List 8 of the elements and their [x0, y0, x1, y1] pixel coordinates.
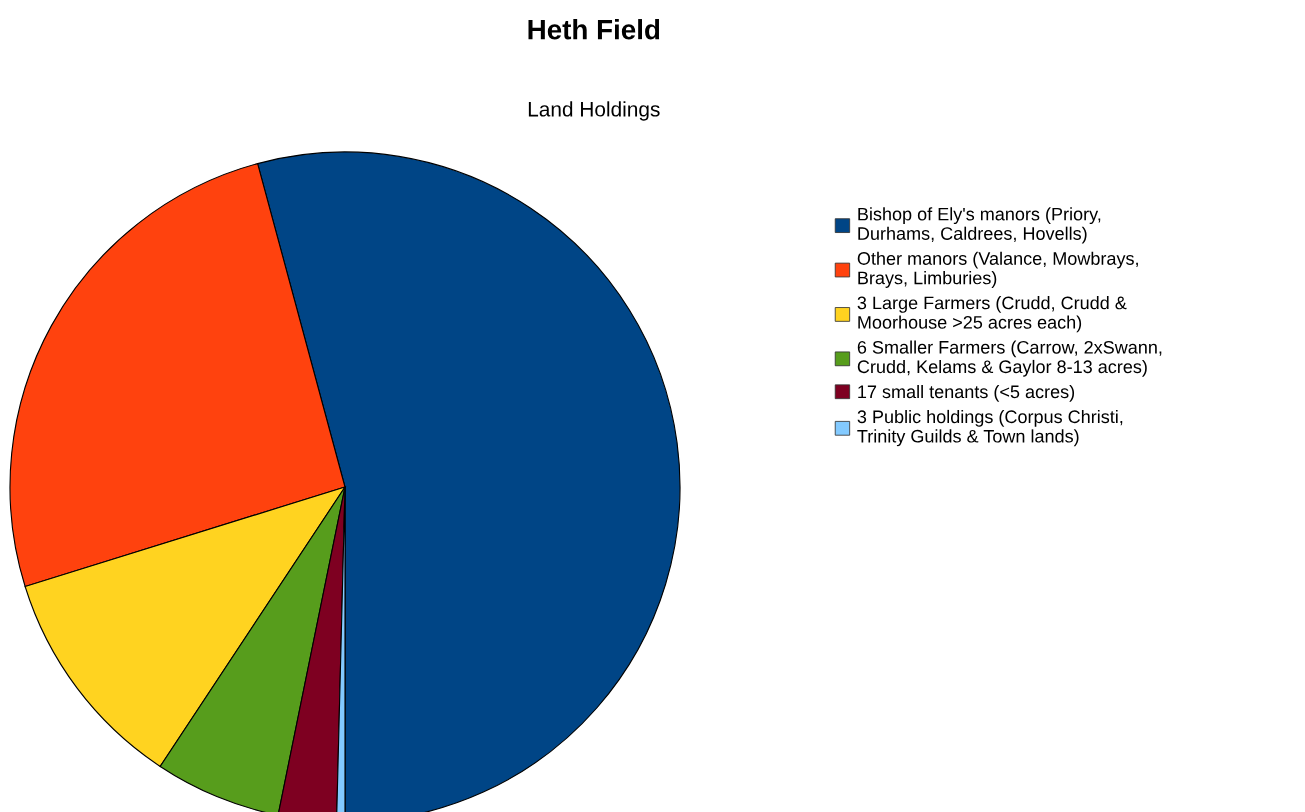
- legend-label: 6 Smaller Farmers (Carrow, 2xSwann, Crudd, Kelams & Gaylor 8-13 acres): [857, 340, 1162, 377]
- legend-label: Other manors (Valance, Mowbrays, Brays, Limburies): [857, 251, 1138, 288]
- chart-subtitle: Land Holdings: [528, 101, 660, 121]
- legend-label: Bishop of Ely's manors (Priory, Durhams, Caldrees, Hovells): [858, 207, 1101, 244]
- legend-label: 3 Large Farmers (Crudd, Crudd & Moorhouse >25 acres each): [857, 296, 1127, 333]
- chart-title: Heth Field: [528, 19, 660, 40]
- legend-label: 3 Public holdings (Corpus Christi, Trinity Guilds & Town lands): [857, 409, 1123, 447]
- legend-label: 17 small tenants (<5 acres): [858, 384, 1075, 402]
